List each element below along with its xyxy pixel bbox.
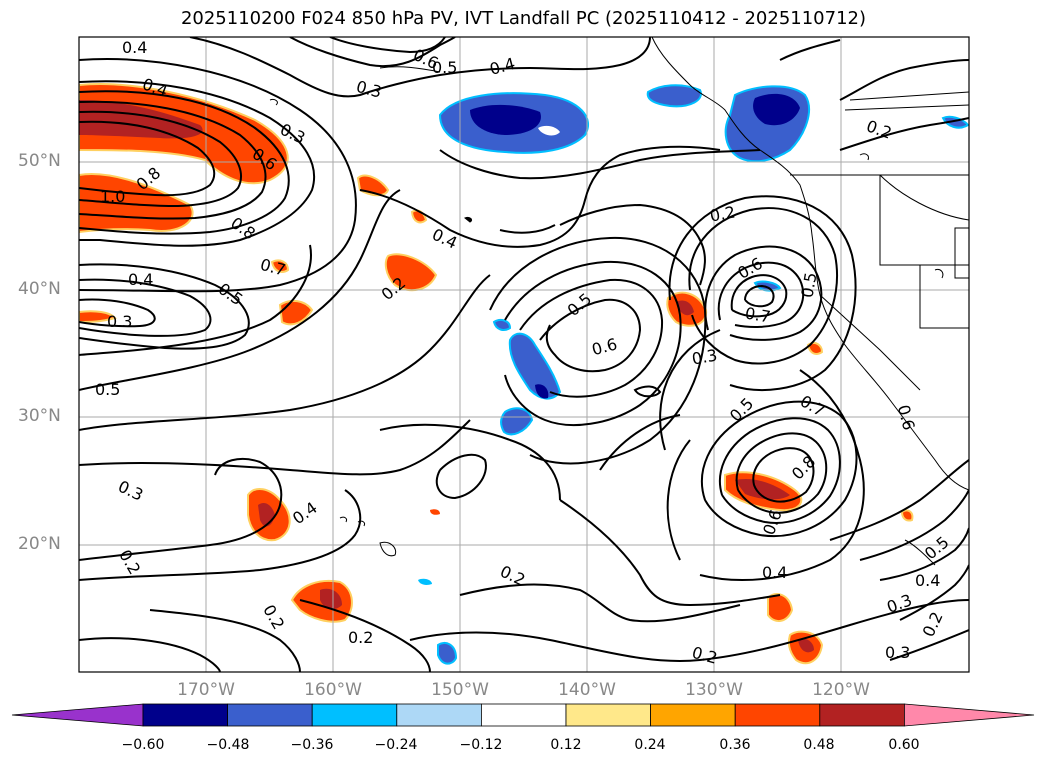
contour-label: 0.2 [348, 628, 373, 647]
colorbar-tick-label: −0.12 [459, 737, 503, 753]
contour-label: 0.2 [708, 202, 736, 225]
lon-label: 150°W [431, 680, 489, 700]
lon-label: 130°W [685, 680, 743, 700]
colorbar-bin [227, 703, 313, 727]
colorbar-bin [565, 703, 651, 727]
colorbar-tick-label: 0.60 [888, 737, 920, 753]
lat-label: 20°N [18, 534, 61, 554]
colorbar [11, 703, 1035, 727]
colorbar-tick-label: −0.60 [121, 737, 165, 753]
contour-label: 0.5 [95, 380, 120, 399]
colorbar-tick-label: −0.24 [374, 737, 418, 753]
lon-label: 140°W [558, 680, 616, 700]
lon-label: 160°W [304, 680, 362, 700]
pv-contours [79, 37, 969, 672]
lat-label: 30°N [18, 406, 61, 426]
colorbar-tick-label: 0.12 [550, 737, 582, 753]
contour-label: 0.5 [797, 271, 820, 299]
contour-label: 0.5 [432, 58, 457, 77]
lat-label: 40°N [18, 279, 61, 299]
colorbar-bin [819, 703, 905, 727]
colorbar-bin [734, 703, 821, 727]
colorbar-bin [142, 703, 228, 727]
colorbar-bin [650, 703, 736, 727]
contour-label: 1.0 [100, 187, 125, 206]
colorbar-tick-label: 0.24 [634, 737, 666, 753]
contour-label: 0.3 [107, 312, 132, 331]
colorbar-over-extension [904, 703, 1035, 727]
lat-label: 50°N [18, 151, 61, 171]
contour-label: 0.4 [128, 270, 153, 289]
contour-label: 0.4 [915, 571, 940, 590]
colorbar-tick-label: 0.48 [803, 737, 835, 753]
contour-label: 0.3 [885, 643, 910, 662]
colorbar-bin [396, 703, 482, 727]
contour-label: 0.3 [690, 345, 718, 368]
lon-label: 120°W [812, 680, 870, 700]
contour-label: 0.4 [762, 563, 787, 582]
colorbar-tick-label: 0.36 [719, 737, 751, 753]
lon-label: 170°W [177, 680, 235, 700]
shaded-negative-anomalies [418, 84, 969, 665]
colorbar-bin [480, 703, 567, 727]
coastlines [269, 37, 969, 566]
colorbar-bin [311, 703, 398, 727]
map-frame [78, 36, 970, 673]
contour-label: 0.4 [122, 38, 147, 57]
colorbar-tick-label: −0.36 [290, 737, 334, 753]
colorbar-under-extension [11, 703, 144, 727]
map-title: 2025110200 F024 850 hPa PV, IVT Landfall… [180, 8, 867, 29]
colorbar-tick-label: −0.48 [206, 737, 250, 753]
contour-label: 0.7 [744, 303, 772, 326]
